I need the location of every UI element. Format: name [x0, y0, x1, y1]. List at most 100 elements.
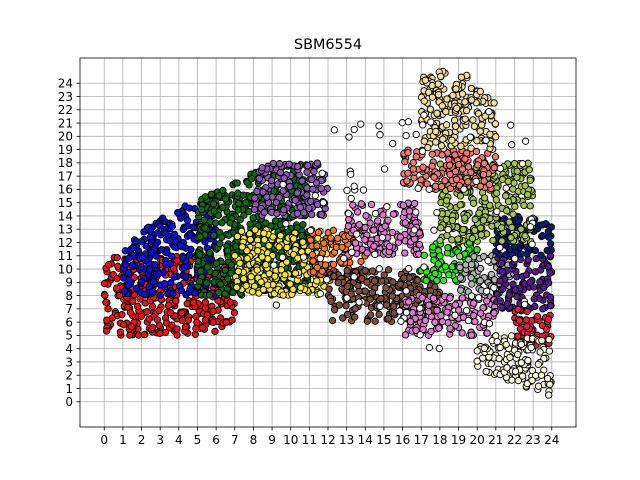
scatter-point: [517, 359, 526, 367]
scatter-point: [355, 221, 363, 229]
scatter-point: [511, 367, 520, 375]
scatter-point: [503, 207, 511, 215]
scatter-point: [206, 249, 214, 257]
scatter-point: [179, 253, 187, 262]
scatter-point: [212, 219, 220, 227]
scatter-point: [479, 216, 488, 224]
x-tick-label: 3: [156, 433, 164, 447]
scatter-point: [270, 261, 278, 269]
scatter-point: [389, 139, 397, 148]
scatter-point: [441, 177, 449, 185]
scatter-point: [343, 186, 351, 195]
scatter-point: [498, 268, 507, 276]
scatter-point: [384, 314, 393, 323]
scatter-point: [432, 127, 440, 136]
scatter-point: [485, 180, 494, 189]
scatter-point: [155, 270, 163, 278]
scatter-point: [289, 285, 297, 293]
y-tick-label: 6: [65, 315, 73, 329]
scatter-point: [253, 266, 261, 274]
scatter-point: [518, 160, 527, 168]
scatter-point: [200, 216, 209, 224]
y-tick-label: 14: [58, 209, 73, 223]
scatter-point: [327, 297, 335, 306]
scatter-point: [214, 211, 223, 220]
scatter-point: [189, 298, 197, 307]
scatter-point: [537, 251, 545, 259]
y-tick-label: 8: [65, 289, 73, 303]
scatter-point: [493, 207, 501, 216]
scatter-point: [132, 284, 141, 293]
scatter-point: [219, 186, 227, 195]
x-tick-label: 15: [376, 433, 391, 447]
scatter-point: [446, 324, 454, 333]
scatter-point: [526, 223, 535, 231]
scatter-point: [428, 150, 436, 158]
scatter-point: [482, 136, 490, 144]
y-tick-label: 21: [58, 116, 73, 130]
scatter-point: [526, 202, 534, 210]
scatter-point: [340, 254, 348, 263]
scatter-point: [178, 316, 187, 325]
scatter-point: [253, 187, 261, 196]
scatter-point: [120, 287, 129, 295]
scatter-point: [422, 276, 430, 285]
scatter-point: [543, 325, 551, 334]
scatter-point: [483, 287, 491, 295]
scatter-point: [184, 316, 192, 324]
scatter-point: [388, 228, 397, 237]
x-tick-label: 13: [339, 433, 354, 447]
y-tick-label: 17: [58, 169, 73, 183]
scatter-point: [294, 162, 302, 171]
scatter-point: [507, 121, 515, 129]
scatter-point: [544, 279, 553, 287]
scatter-point: [166, 237, 174, 245]
scatter-point: [151, 261, 159, 269]
scatter-point: [470, 122, 479, 130]
scatter-point: [521, 182, 529, 190]
scatter-point: [489, 236, 497, 245]
scatter-point: [437, 72, 445, 81]
scatter-point: [374, 217, 382, 225]
scatter-point: [166, 259, 175, 268]
scatter-point: [128, 261, 137, 269]
scatter-point: [482, 367, 490, 376]
scatter-point: [439, 276, 448, 285]
x-tick-label: 7: [231, 433, 239, 447]
scatter-point: [404, 118, 413, 126]
scatter-point: [445, 161, 454, 169]
scatter-point: [544, 228, 552, 236]
scatter-point: [405, 298, 413, 306]
scatter-point: [543, 374, 552, 383]
scatter-point: [419, 163, 427, 171]
x-tick-label: 24: [544, 433, 559, 447]
scatter-point: [402, 287, 410, 295]
scatter-point: [277, 266, 285, 274]
scatter-point: [152, 252, 160, 260]
scatter-point: [126, 331, 134, 339]
x-tick-label: 0: [100, 433, 108, 447]
scatter-point: [318, 267, 326, 275]
scatter-point: [505, 291, 513, 299]
scatter-point: [183, 300, 191, 308]
scatter-point: [497, 224, 506, 232]
scatter-point: [347, 194, 355, 203]
scatter-point: [533, 312, 542, 321]
scatter-point: [306, 226, 315, 235]
scatter-point: [238, 243, 246, 251]
scatter-point: [490, 164, 498, 172]
scatter-point: [459, 225, 467, 234]
scatter-point: [451, 311, 459, 319]
scatter-point: [319, 198, 327, 207]
scatter-point: [401, 158, 409, 166]
scatter-point: [113, 274, 121, 283]
scatter-point: [520, 201, 528, 210]
scatter-point: [526, 176, 534, 184]
scatter-point: [178, 309, 186, 317]
scatter-point: [429, 243, 437, 251]
scatter-point: [473, 246, 481, 254]
scatter-point: [167, 309, 175, 317]
scatter-point: [468, 280, 476, 288]
scatter-point: [448, 216, 457, 225]
scatter-point: [538, 336, 546, 345]
